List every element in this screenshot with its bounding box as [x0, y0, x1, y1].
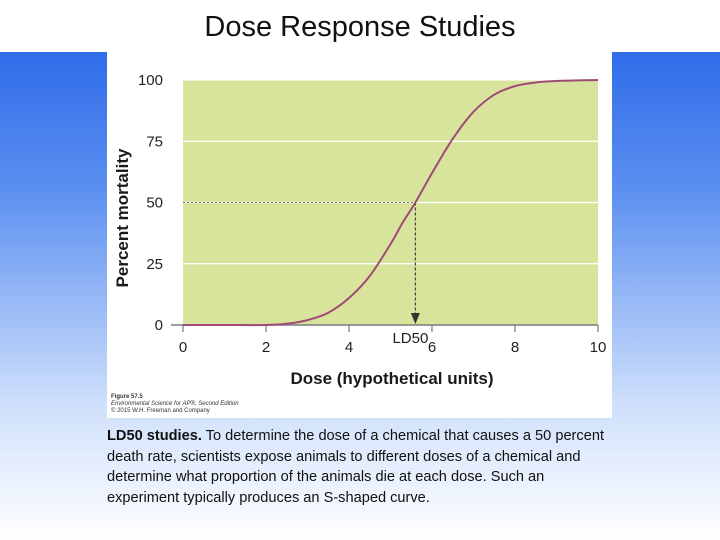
credit-publisher: © 2015 W.H. Freeman and Company — [111, 408, 210, 414]
y-tick-label-0: 0 — [155, 317, 163, 334]
ld50-label: LD50 — [392, 330, 428, 347]
tick-labels: 0 25 50 75 100 0 2 4 6 8 10 — [138, 72, 606, 356]
y-axis-label: Percent mortality — [113, 148, 132, 287]
y-tick-label-100: 100 — [138, 72, 163, 89]
slide-title: Dose Response Studies — [0, 0, 720, 52]
y-tick-label-50: 50 — [146, 195, 163, 212]
x-tick-label-6: 6 — [428, 339, 436, 356]
curve-layer — [183, 79, 599, 327]
credit-figure-number: Figure 57.5 — [111, 394, 143, 400]
ld50-guides: LD50 — [183, 202, 428, 347]
y-tick-label-75: 75 — [146, 133, 163, 150]
dose-response-chart: LD50 0 25 50 75 100 0 2 4 6 8 10 Dose (hypothetica… — [113, 72, 606, 388]
x-tick-label-0: 0 — [179, 339, 187, 356]
x-tick-label-8: 8 — [511, 339, 519, 356]
caption: LD50 studies. To determine the dose of a… — [107, 426, 617, 508]
dose-response-curve-0 — [183, 79, 599, 327]
x-tick-label-4: 4 — [345, 339, 353, 356]
credit-book: Environmental Science for AP®, Second Ed… — [111, 401, 239, 407]
ld50-arrowhead — [410, 313, 420, 324]
caption-lead: LD50 studies. — [107, 428, 202, 444]
caption-body: To determine the dose of a chemical that… — [107, 428, 605, 506]
x-tick-label-10: 10 — [590, 339, 607, 356]
x-tick-label-2: 2 — [262, 339, 270, 356]
figure-credit: Figure 57.5 Environmental Science for AP… — [111, 394, 239, 415]
figure-panel: LD50 0 25 50 75 100 0 2 4 6 8 10 Dose (hypothetica… — [107, 52, 612, 418]
x-axis-label: Dose (hypothetical units) — [290, 369, 493, 388]
y-tick-label-25: 25 — [146, 256, 163, 273]
